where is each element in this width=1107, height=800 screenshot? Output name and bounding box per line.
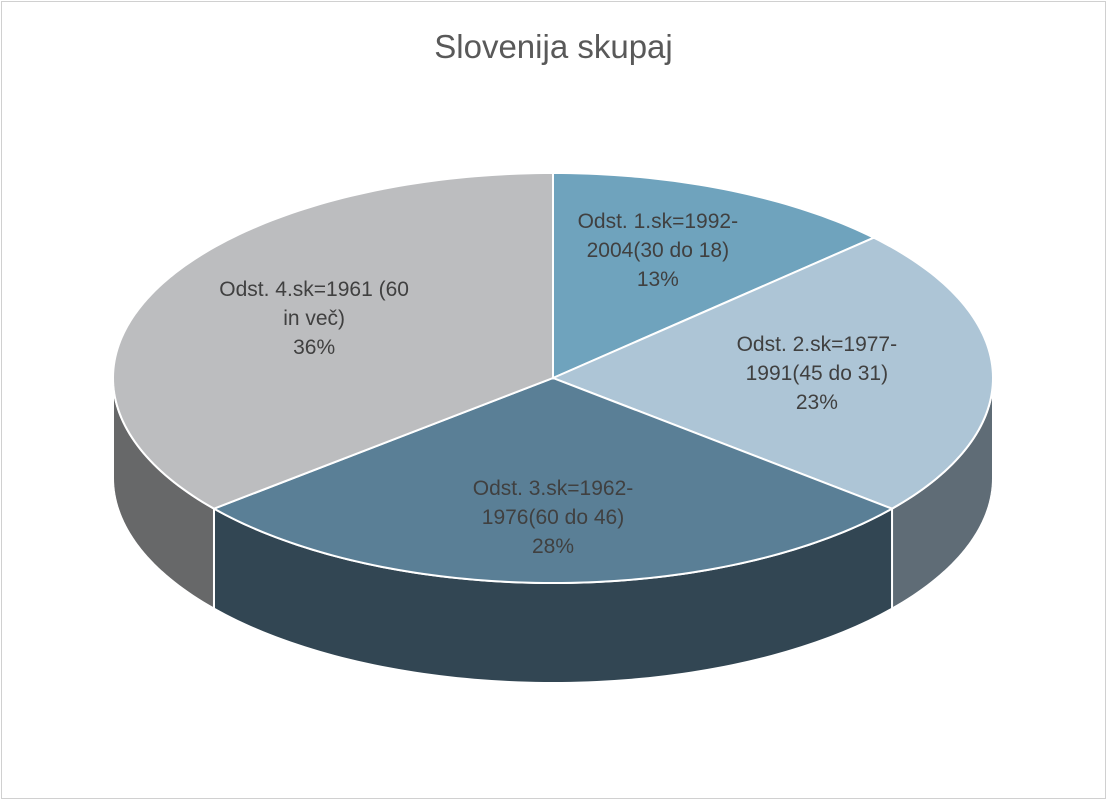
category-label: Odst. 2.sk=1977-1991(45 do 31) <box>736 333 898 386</box>
value-label: 23% <box>795 391 838 415</box>
data-label: Odst. 1.sk=1992-2004(30 do 18) 13% <box>560 207 756 294</box>
value-label: 28% <box>531 534 575 558</box>
slice <box>112 171 554 510</box>
chart-title: Slovenija skupaj <box>434 28 673 65</box>
slice <box>211 376 895 585</box>
value-label: 13% <box>636 267 679 291</box>
data-label: Odst. 2.sk=1977-1991(45 do 31) 23% <box>719 330 915 417</box>
slice <box>552 171 877 380</box>
category-label: Odst. 3.sk=1962-1976(60 do 46) <box>472 476 634 529</box>
category-label: Odst. 4.sk=1961 (60 in več) <box>219 278 409 331</box>
data-label: Odst. 4.sk=1961 (60 in več) 36% <box>216 275 412 362</box>
data-label: Odst. 3.sk=1962-1976(60 do 46) 28% <box>455 474 651 561</box>
slice <box>550 236 994 510</box>
category-label: Odst. 1.sk=1992-2004(30 do 18) <box>577 209 739 262</box>
value-label: 36% <box>293 336 336 360</box>
